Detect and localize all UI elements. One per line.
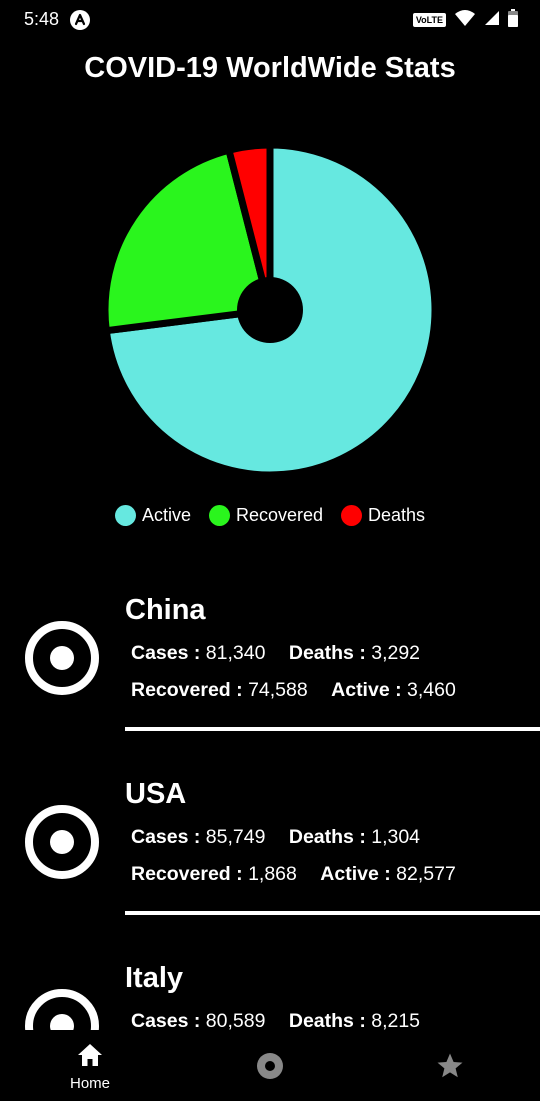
legend-item-deaths: Deaths — [341, 505, 425, 526]
cell-signal-icon — [484, 10, 500, 31]
wifi-icon — [454, 9, 476, 32]
deaths-value: 8,215 — [371, 1010, 421, 1030]
cases-value: 81,340 — [205, 642, 266, 664]
country-card-usa[interactable]: USA Cases : 85,749 Deaths : 1,304 Recove… — [0, 764, 540, 948]
legend-swatch-active — [114, 505, 136, 526]
star-icon — [436, 1053, 464, 1084]
radio-icon — [24, 988, 100, 1030]
status-time: 5:48 — [24, 9, 60, 29]
deaths-label: Deaths : — [288, 1010, 366, 1030]
country-list: China Cases : 81,340 Deaths : 3,292 Reco… — [0, 580, 540, 1030]
bottom-nav: Home — [0, 1030, 540, 1101]
recovered-value: 1,868 — [248, 863, 297, 885]
pie-chart — [95, 138, 445, 478]
cases-value: 80,589 — [205, 1010, 266, 1030]
radio-icon — [24, 620, 100, 696]
volte-badge: VoLTE — [412, 13, 446, 27]
active-value: 3,460 — [407, 679, 456, 701]
status-bar: 5:48 VoLTE — [0, 0, 540, 40]
legend-label-recovered: Recovered — [235, 505, 324, 525]
stat-row-recovered-active: Recovered : 74,588 Active : 3,460 — [131, 679, 456, 702]
country-card-italy[interactable]: Italy Cases : 80,589 Deaths : 8,215 — [0, 948, 540, 1030]
stat-row-cases-deaths: Cases : 85,749 Deaths : 1,304 — [131, 826, 420, 849]
cases-label: Cases : — [131, 642, 201, 664]
battery-icon — [508, 8, 518, 32]
page-title: COVID-19 WorldWide Stats — [84, 52, 456, 84]
active-value: 82,577 — [396, 863, 456, 885]
deaths-label: Deaths : — [288, 642, 366, 664]
pie-slice-deaths — [225, 141, 274, 314]
nav-item-countries[interactable] — [220, 1052, 320, 1085]
recovered-label: Recovered : — [131, 863, 243, 885]
pie-center-hole — [237, 277, 303, 343]
app-notification-icon — [70, 10, 90, 30]
card-divider — [125, 911, 540, 915]
cases-label: Cases : — [131, 1010, 201, 1030]
country-name: USA — [125, 778, 187, 810]
legend-swatch-recovered — [208, 505, 230, 526]
cases-label: Cases : — [131, 826, 201, 848]
stat-row-recovered-active: Recovered : 1,868 Active : 82,577 — [131, 863, 456, 886]
active-label: Active : — [320, 863, 391, 885]
nav-label-home: Home — [69, 1075, 110, 1092]
recovered-label: Recovered : — [131, 679, 243, 701]
country-card-china[interactable]: China Cases : 81,340 Deaths : 3,292 Reco… — [0, 580, 540, 764]
active-label: Active : — [331, 679, 402, 701]
country-name: Italy — [125, 962, 184, 994]
radio-icon — [256, 1053, 284, 1084]
deaths-label: Deaths : — [288, 826, 366, 848]
legend-label-deaths: Deaths — [368, 505, 426, 525]
pie-slice-recovered — [101, 146, 274, 335]
legend-label-active: Active — [141, 505, 191, 525]
stat-row-cases-deaths: Cases : 80,589 Deaths : 8,215 — [131, 1010, 420, 1030]
deaths-value: 1,304 — [371, 826, 421, 848]
home-icon — [76, 1044, 104, 1072]
recovered-value: 74,588 — [248, 679, 308, 701]
chart-legend: Active Recovered Deaths — [0, 505, 540, 526]
deaths-value: 3,292 — [371, 642, 421, 664]
stat-row-cases-deaths: Cases : 81,340 Deaths : 3,292 — [131, 642, 420, 665]
pie-chart-svg — [101, 141, 439, 478]
legend-item-recovered: Recovered — [208, 505, 324, 526]
cases-value: 85,749 — [205, 826, 266, 848]
legend-swatch-deaths — [341, 505, 363, 526]
legend-item-active: Active — [114, 505, 191, 526]
card-divider — [125, 727, 540, 731]
status-icons: VoLTE — [412, 8, 518, 32]
nav-item-favorites[interactable] — [400, 1052, 500, 1085]
country-name: China — [125, 594, 206, 626]
nav-item-home[interactable]: Home — [40, 1042, 140, 1092]
radio-icon — [24, 804, 100, 880]
